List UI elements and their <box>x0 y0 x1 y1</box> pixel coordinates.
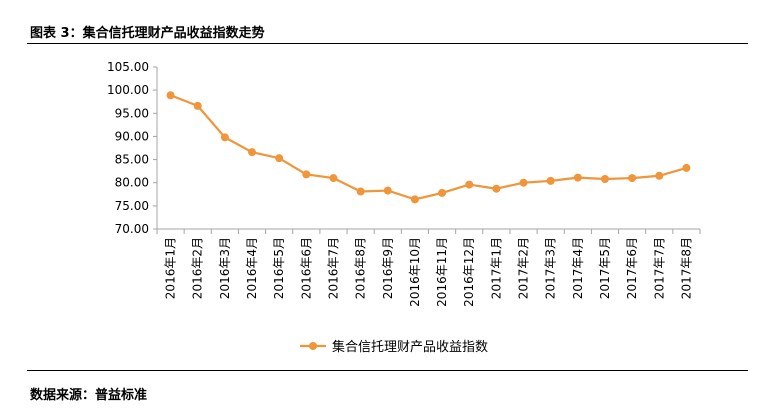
x-tick-label: 2017年7月 <box>652 237 666 299</box>
series-line <box>170 94 687 201</box>
data-point <box>383 186 392 195</box>
x-tick-label: 2017年4月 <box>571 237 585 299</box>
data-point <box>302 170 311 179</box>
y-tick-label: 70.00 <box>115 222 149 236</box>
data-point <box>492 184 501 193</box>
x-tick-label: 2016年11月 <box>435 237 449 307</box>
top-rule <box>27 43 748 44</box>
data-point <box>329 174 338 183</box>
x-tick-label: 2017年8月 <box>679 237 693 299</box>
data-point <box>655 171 664 180</box>
y-tick-label: 105.00 <box>107 60 149 74</box>
data-point <box>682 163 691 172</box>
x-tick-label: 2016年9月 <box>381 237 395 299</box>
y-tick-label: 100.00 <box>107 83 149 97</box>
y-axis: 70.00 75.00 80.00 85.00 90.00 95.00 100.00 105.… <box>107 60 158 236</box>
x-tick-label: 2017年3月 <box>544 237 558 299</box>
x-tick-label: 2017年1月 <box>489 237 503 299</box>
data-point <box>600 175 609 184</box>
y-tick-label: 85.00 <box>115 153 149 167</box>
x-tick-label: 2016年7月 <box>326 237 340 299</box>
legend-label: 集合信托理财产品收益指数 <box>332 339 488 355</box>
data-point <box>166 91 175 100</box>
data-point <box>220 133 229 142</box>
data-point <box>193 101 202 110</box>
legend: 集合信托理财产品收益指数 <box>300 339 488 355</box>
data-point <box>519 178 528 187</box>
x-tick-label: 2016年3月 <box>218 237 232 299</box>
x-tick-label: 2016年4月 <box>245 237 259 299</box>
data-point <box>465 180 474 189</box>
x-tick-label: 2017年2月 <box>517 237 531 299</box>
legend-marker <box>309 342 317 350</box>
data-point <box>410 195 419 204</box>
x-tick-label: 2016年8月 <box>354 237 368 299</box>
data-point <box>356 187 365 196</box>
line-chart: 70.00 75.00 80.00 85.00 90.00 95.00 100.00 105.… <box>107 60 701 355</box>
y-tick-label: 75.00 <box>115 199 149 213</box>
y-tick-label: 90.00 <box>115 129 149 143</box>
data-point <box>248 148 257 157</box>
data-point <box>628 174 637 183</box>
x-tick-label: 2017年6月 <box>625 237 639 299</box>
y-tick-label: 95.00 <box>115 106 149 120</box>
data-point <box>546 176 555 185</box>
source-note: 数据来源：普益标准 <box>30 388 148 403</box>
bottom-rule <box>27 370 748 371</box>
series-group <box>166 91 691 204</box>
y-tick-label: 80.00 <box>115 176 149 190</box>
x-tick-label: 2016年1月 <box>164 237 178 299</box>
x-tick-label: 2016年12月 <box>462 237 476 307</box>
x-tick-label: 2017年5月 <box>598 237 612 299</box>
data-point <box>275 154 284 163</box>
x-tick-label: 2016年5月 <box>272 237 286 299</box>
x-tick-label: 2016年10月 <box>408 237 422 307</box>
x-tick-label: 2016年6月 <box>299 237 313 299</box>
data-point <box>573 173 582 182</box>
x-axis: 2016年1月 2016年2月 2016年3月 2016年4月 2016年5月 2016年… <box>156 228 701 307</box>
x-tick-label: 2016年2月 <box>191 237 205 299</box>
data-point <box>438 188 447 197</box>
figure-title: 图表 3：集合信托理财产品收益指数走势 <box>30 26 265 41</box>
